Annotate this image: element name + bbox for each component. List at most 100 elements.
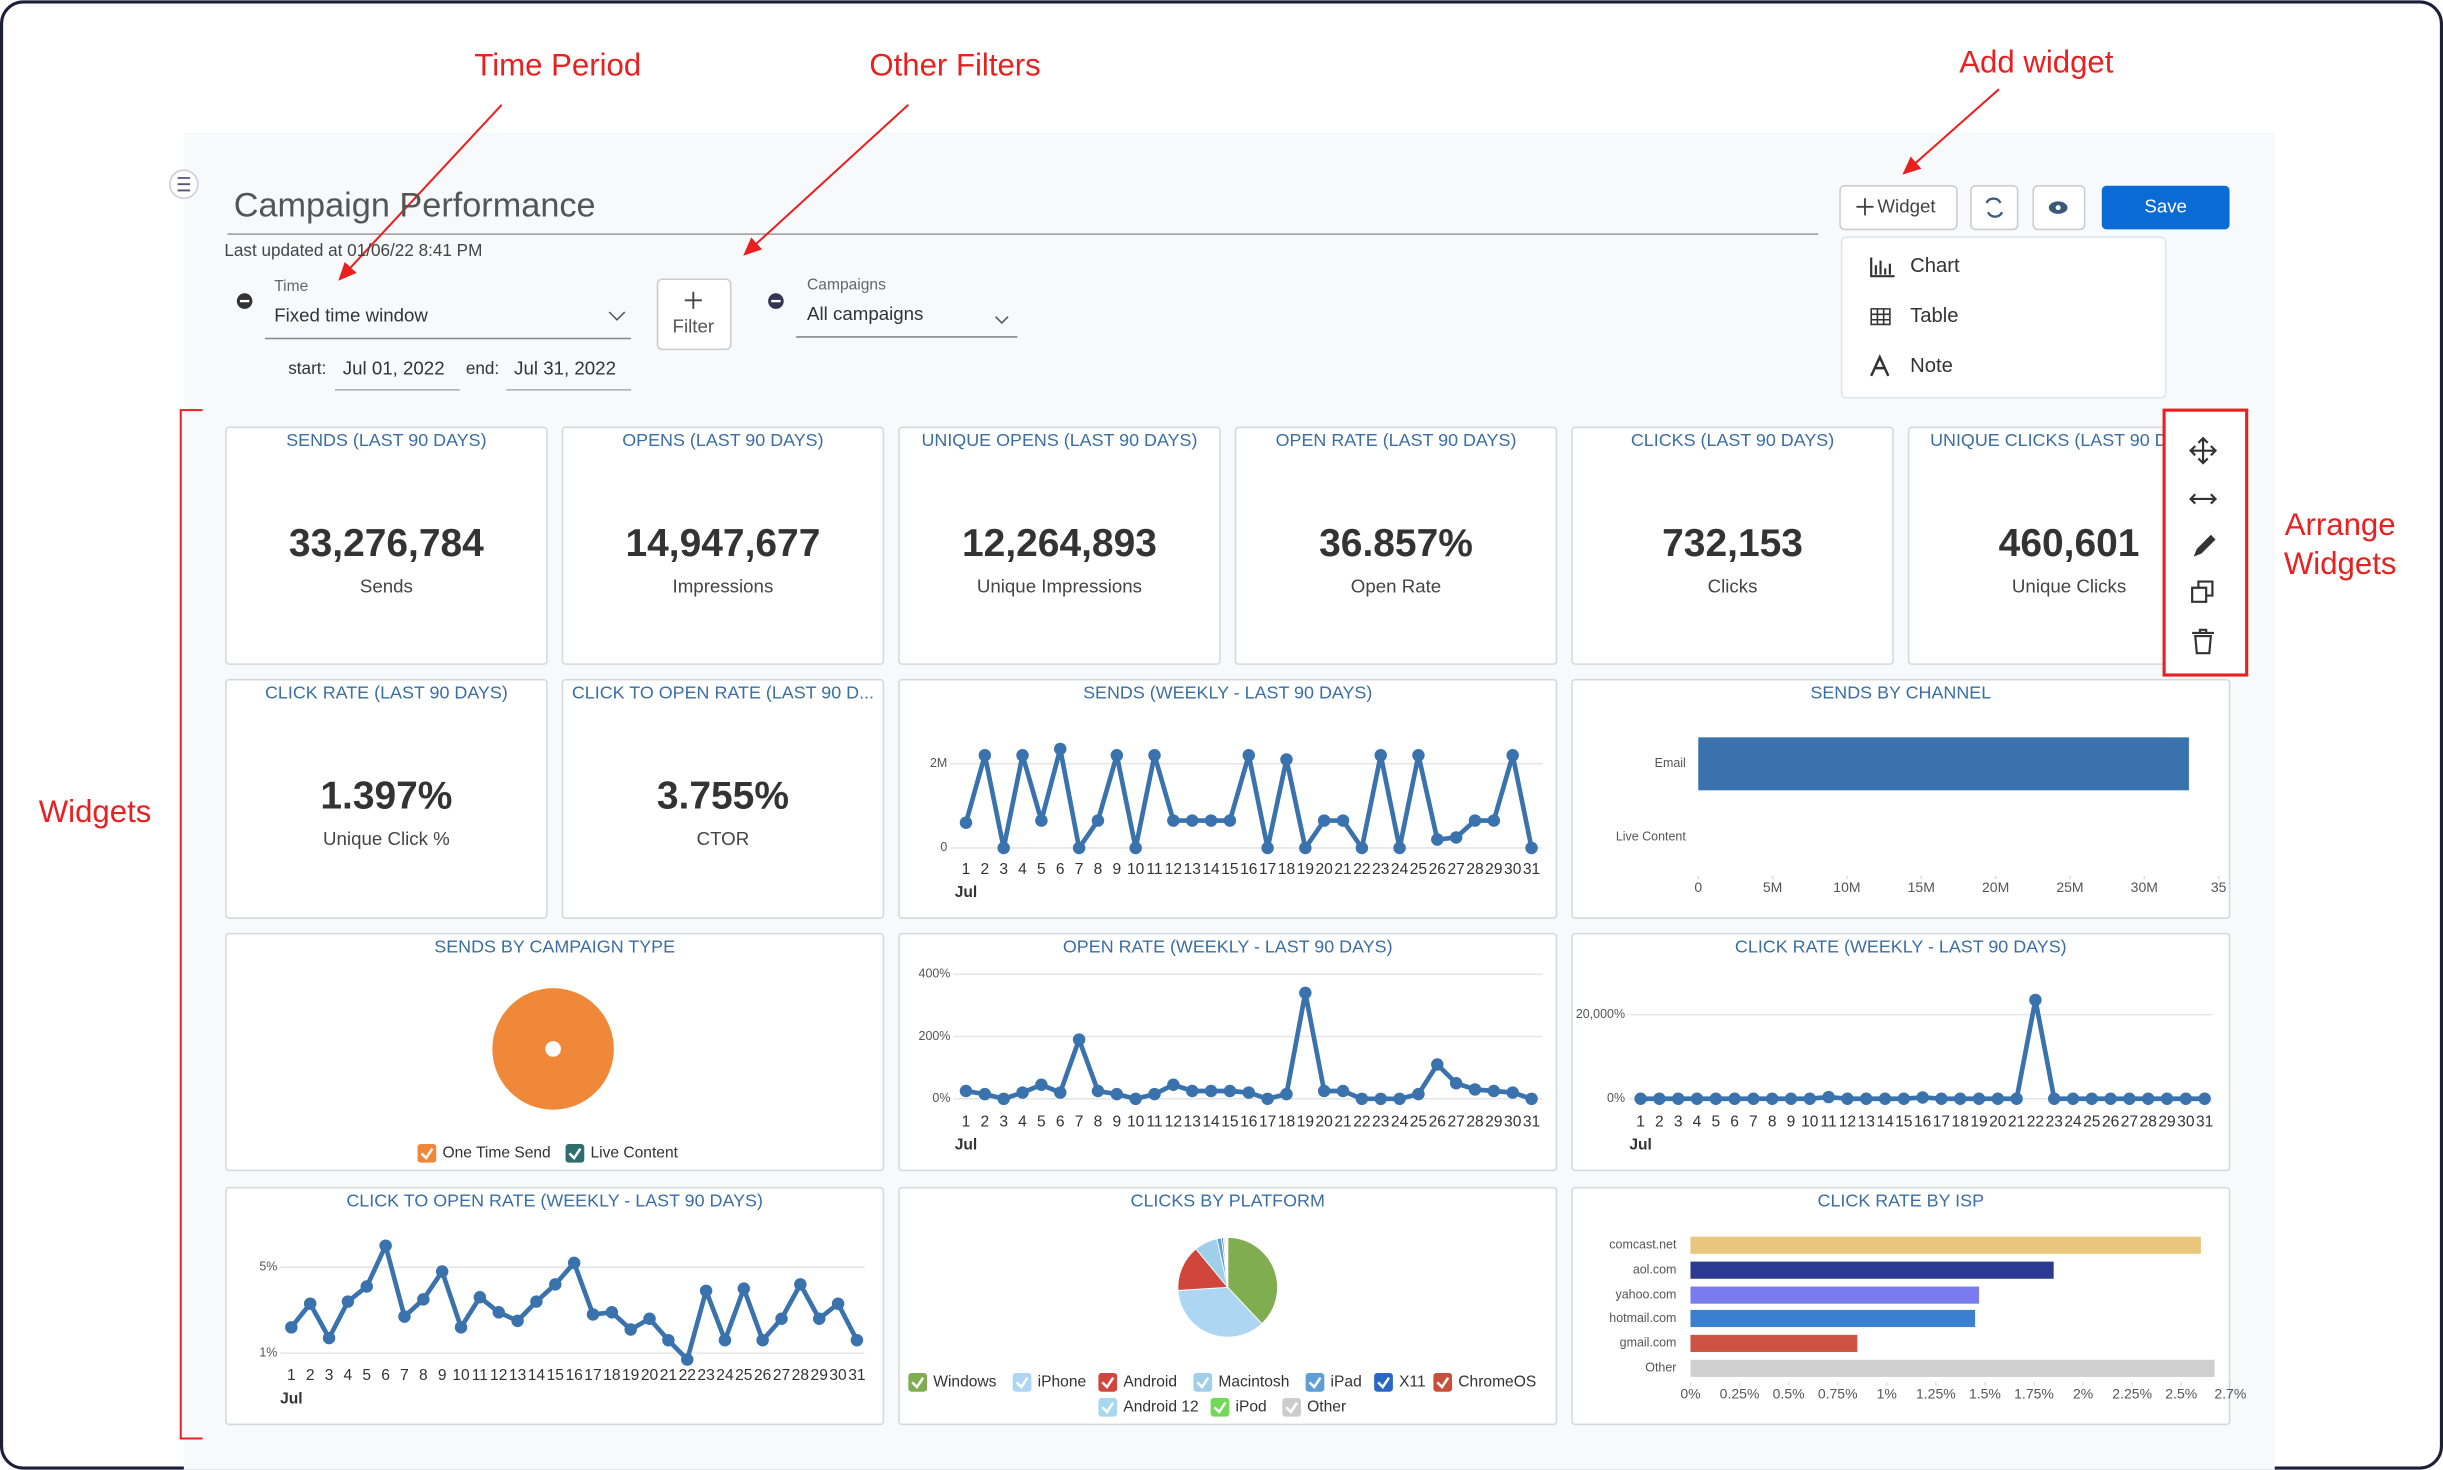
point bbox=[2160, 1092, 2174, 1105]
point bbox=[997, 841, 1010, 855]
legend-swatch[interactable] bbox=[1098, 1373, 1118, 1392]
widget[interactable] bbox=[561, 678, 885, 919]
filter-button[interactable] bbox=[656, 278, 732, 351]
widget[interactable] bbox=[225, 426, 548, 665]
move-icon[interactable] bbox=[2189, 436, 2218, 465]
x-tick-label: 15M bbox=[1908, 879, 1935, 895]
widget-title: SENDS BY CHANNEL bbox=[1810, 682, 1991, 702]
legend-swatch[interactable] bbox=[908, 1373, 928, 1392]
point bbox=[1374, 749, 1387, 762]
duplicate-icon[interactable] bbox=[2191, 580, 2214, 603]
bar bbox=[1690, 1286, 1980, 1304]
kpi-label: Unique Impressions bbox=[977, 576, 1142, 597]
x-tick-label: 14 bbox=[1876, 1113, 1894, 1130]
legend-label: Macintosh bbox=[1218, 1373, 1289, 1390]
widget[interactable] bbox=[898, 932, 1558, 1172]
point bbox=[1709, 1092, 1723, 1105]
point bbox=[1506, 749, 1519, 762]
x-tick-label: 3 bbox=[999, 861, 1008, 878]
x-tick-label: 15 bbox=[1221, 1113, 1239, 1130]
legend-swatch[interactable] bbox=[1210, 1397, 1230, 1417]
x-tick-label: 26 bbox=[1429, 1113, 1446, 1130]
annotation: Add widget bbox=[1959, 44, 2113, 79]
point bbox=[1242, 749, 1255, 762]
x-tick-label: 12 bbox=[1165, 1113, 1182, 1130]
point bbox=[1072, 841, 1086, 855]
widget[interactable] bbox=[898, 426, 1221, 665]
legend-swatch[interactable] bbox=[1433, 1373, 1453, 1392]
category-label: hotmail.com bbox=[1609, 1311, 1676, 1325]
widget[interactable] bbox=[1571, 932, 2231, 1172]
widget-title: CLICK RATE (WEEKLY - LAST 90 DAYS) bbox=[1735, 936, 2067, 956]
button-label: Filter bbox=[673, 316, 715, 337]
point bbox=[2179, 1092, 2193, 1105]
x-tick-label: 2.25% bbox=[2112, 1386, 2152, 1402]
x-tick-label: 23 bbox=[1372, 861, 1389, 878]
point bbox=[1054, 742, 1067, 756]
delete-icon[interactable] bbox=[2192, 628, 2214, 655]
legend-check bbox=[1101, 1376, 1115, 1389]
y-tick-label: 0% bbox=[932, 1091, 950, 1105]
point bbox=[1859, 1092, 1873, 1105]
x-tick-label: 17 bbox=[1259, 861, 1276, 878]
point bbox=[1803, 1092, 1817, 1105]
chevron[interactable] bbox=[995, 316, 1009, 325]
legend-swatch[interactable] bbox=[1305, 1373, 1325, 1392]
widget[interactable] bbox=[1234, 426, 1558, 665]
legend-swatch[interactable] bbox=[565, 1143, 585, 1163]
legend-swatch[interactable] bbox=[1098, 1397, 1118, 1417]
x-tick-label: 0.75% bbox=[1818, 1386, 1858, 1402]
point bbox=[1671, 1092, 1685, 1105]
legend-label: iPhone bbox=[1038, 1373, 1087, 1390]
x-tick-label: 6 bbox=[1056, 1113, 1065, 1130]
point bbox=[1091, 814, 1105, 827]
legend-label: One Time Send bbox=[442, 1144, 550, 1161]
x-tick-label: 1% bbox=[1877, 1386, 1897, 1402]
legend-check bbox=[1436, 1376, 1450, 1389]
point bbox=[1355, 1092, 1369, 1106]
point bbox=[2047, 1092, 2061, 1105]
save-button[interactable] bbox=[2101, 185, 2230, 230]
x-tick-label: 9 bbox=[1787, 1113, 1796, 1130]
x-tick-label: 6 bbox=[381, 1367, 390, 1384]
point bbox=[1129, 841, 1142, 855]
widget[interactable] bbox=[561, 426, 885, 665]
chevron[interactable] bbox=[608, 311, 626, 321]
point bbox=[1072, 1033, 1086, 1046]
point bbox=[511, 1314, 524, 1328]
point bbox=[1242, 1086, 1255, 1099]
legend-check bbox=[420, 1147, 434, 1160]
point bbox=[1765, 1092, 1779, 1105]
x-tick-label: 5 bbox=[1037, 861, 1046, 878]
annotation: Arrange bbox=[2285, 507, 2396, 542]
legend-swatch[interactable] bbox=[417, 1143, 437, 1163]
point bbox=[1487, 814, 1501, 827]
resize-icon[interactable] bbox=[2189, 493, 2218, 505]
x-tick-label: 22 bbox=[1353, 1113, 1370, 1130]
x-tick-label: 18 bbox=[1278, 861, 1295, 878]
x-group-label: Jul bbox=[955, 1137, 978, 1154]
point bbox=[959, 816, 973, 829]
x-tick-label: 31 bbox=[848, 1367, 865, 1384]
edit-icon[interactable] bbox=[2193, 534, 2216, 557]
widget[interactable] bbox=[1571, 426, 1894, 665]
x-tick-label: 19 bbox=[1297, 1113, 1314, 1130]
widget[interactable] bbox=[225, 678, 548, 919]
widget[interactable] bbox=[898, 678, 1558, 919]
legend-swatch[interactable] bbox=[1193, 1373, 1213, 1392]
point bbox=[718, 1333, 732, 1347]
legend-swatch[interactable] bbox=[1374, 1373, 1393, 1392]
legend-swatch[interactable] bbox=[1282, 1397, 1301, 1417]
x-tick-label: 13 bbox=[509, 1367, 526, 1384]
x-tick-label: 28 bbox=[2140, 1113, 2157, 1130]
bar bbox=[1690, 1334, 1858, 1352]
kpi-value: 460,601 bbox=[1999, 522, 2140, 565]
x-tick-label: 3 bbox=[325, 1367, 334, 1384]
point bbox=[417, 1293, 430, 1306]
add-widget-button[interactable] bbox=[1839, 185, 1958, 231]
point bbox=[1784, 1092, 1798, 1105]
widget[interactable] bbox=[225, 1186, 885, 1426]
x-tick-label: 25 bbox=[2083, 1113, 2101, 1130]
refresh-button[interactable] bbox=[1970, 185, 2019, 231]
legend-swatch[interactable] bbox=[1012, 1373, 1032, 1392]
